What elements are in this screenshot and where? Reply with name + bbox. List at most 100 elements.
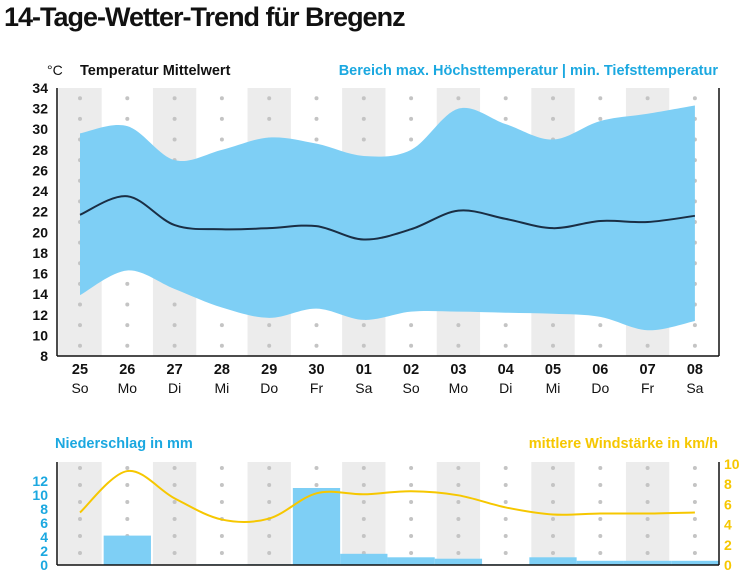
grid-dot: [125, 281, 130, 286]
temp-tick-label: 24: [32, 183, 48, 199]
grid-dot: [456, 96, 461, 101]
grid-dot: [456, 323, 461, 328]
day-label-06: 06: [592, 362, 608, 378]
grid-dot: [314, 96, 319, 101]
wind-tick-label: 0: [724, 557, 732, 573]
wind-tick-label: 6: [724, 496, 732, 512]
grid-dot: [172, 534, 177, 538]
grid-dot: [314, 343, 319, 348]
grid-dot: [78, 323, 82, 328]
grid-dot: [172, 466, 177, 470]
grid-dot: [219, 323, 224, 328]
grid-dot: [645, 96, 650, 101]
wind-y-axis: 0 2 4 6 8 10: [718, 456, 740, 573]
grid-dot: [78, 96, 82, 101]
grid-dot: [692, 517, 697, 521]
precip-tick-label: 10: [32, 487, 48, 503]
temp-tick-label: 32: [32, 101, 48, 117]
precipitation-bars: [56, 488, 719, 566]
day-label-02: 02: [403, 362, 419, 378]
grid-dot: [78, 517, 82, 521]
weekday-label-27: Di: [168, 380, 181, 396]
mean-legend-label: Temperatur Mittelwert: [80, 63, 231, 79]
temp-tick-label: 34: [32, 80, 48, 96]
grid-dot: [219, 137, 224, 142]
precip-bar-26: [103, 535, 151, 565]
grid-dot: [172, 483, 177, 487]
day-label-30: 30: [308, 362, 324, 378]
temp-tick-label: 16: [32, 266, 48, 282]
grid-dot: [314, 116, 319, 121]
day-label-01: 01: [356, 362, 372, 378]
precip-tick-label: 2: [40, 543, 48, 559]
temperature-range-area: [80, 105, 695, 331]
grid-dot: [267, 116, 272, 121]
temp-tick-label: 22: [32, 204, 48, 220]
grid-dot: [598, 551, 603, 555]
grid-dot: [409, 483, 414, 487]
day-label-08: 08: [687, 362, 703, 378]
grid-dot: [267, 551, 272, 555]
chart-title: 14-Tage-Wetter-Trend für Bregenz: [4, 2, 406, 32]
grid-dot: [645, 551, 650, 555]
grid-dot: [125, 483, 130, 487]
grid-dot: [361, 466, 366, 470]
precip-tick-label: 6: [40, 515, 48, 531]
temp-tick-label: 14: [32, 286, 48, 302]
grid-dot: [503, 500, 508, 504]
grid-dot: [551, 323, 555, 328]
grid-dot: [172, 500, 177, 504]
precip-day-stripe-25: [58, 462, 102, 565]
grid-dot: [503, 96, 508, 101]
precipitation-legend-label: Niederschlag in mm: [55, 436, 193, 452]
precip-bar-01: [340, 553, 388, 565]
day-label-26: 26: [119, 362, 135, 378]
grid-dot: [409, 343, 414, 348]
day-label-25: 25: [72, 362, 88, 378]
day-label-03: 03: [450, 362, 466, 378]
grid-dot: [314, 323, 319, 328]
grid-dot: [314, 466, 319, 470]
grid-dot: [78, 302, 82, 307]
grid-dot: [219, 500, 224, 504]
grid-dot: [361, 323, 366, 328]
grid-dot: [456, 483, 461, 487]
weekday-label-29: Do: [260, 380, 278, 396]
grid-dot: [598, 517, 603, 521]
grid-dot: [361, 343, 366, 348]
grid-dot: [172, 517, 177, 521]
precip-tick-label: 12: [32, 473, 48, 489]
grid-dot: [456, 466, 461, 470]
grid-dot: [503, 343, 508, 348]
grid-dot: [314, 483, 319, 487]
grid-dot: [503, 534, 508, 538]
grid-dot: [598, 96, 603, 101]
grid-dot: [78, 551, 82, 555]
grid-dot: [551, 500, 555, 504]
grid-dot: [267, 466, 272, 470]
precip-bar-03: [434, 558, 483, 565]
grid-dot: [219, 343, 224, 348]
grid-dot: [361, 500, 366, 504]
grid-dot: [551, 551, 555, 555]
grid-dot: [314, 137, 319, 142]
grid-dot: [409, 466, 414, 470]
temperature-mean-line: [79, 195, 696, 241]
grid-dot: [78, 116, 82, 121]
day-label-28: 28: [214, 362, 230, 378]
grid-dot: [598, 483, 603, 487]
grid-dot: [598, 466, 603, 470]
precip-bar-07: [623, 560, 672, 565]
grid-dot: [645, 534, 650, 538]
grid-dot: [125, 96, 130, 101]
precip-tick-label: 4: [40, 529, 48, 545]
grid-dot: [409, 137, 414, 142]
grid-dot: [692, 500, 697, 504]
grid-dot: [219, 116, 224, 121]
grid-dot: [598, 534, 603, 538]
precip-day-stripe-29: [247, 462, 291, 565]
wind-legend-label: mittlere Windstärke in km/h: [529, 436, 718, 452]
grid-dot: [692, 96, 697, 101]
weekday-label-28: Mi: [215, 380, 230, 396]
